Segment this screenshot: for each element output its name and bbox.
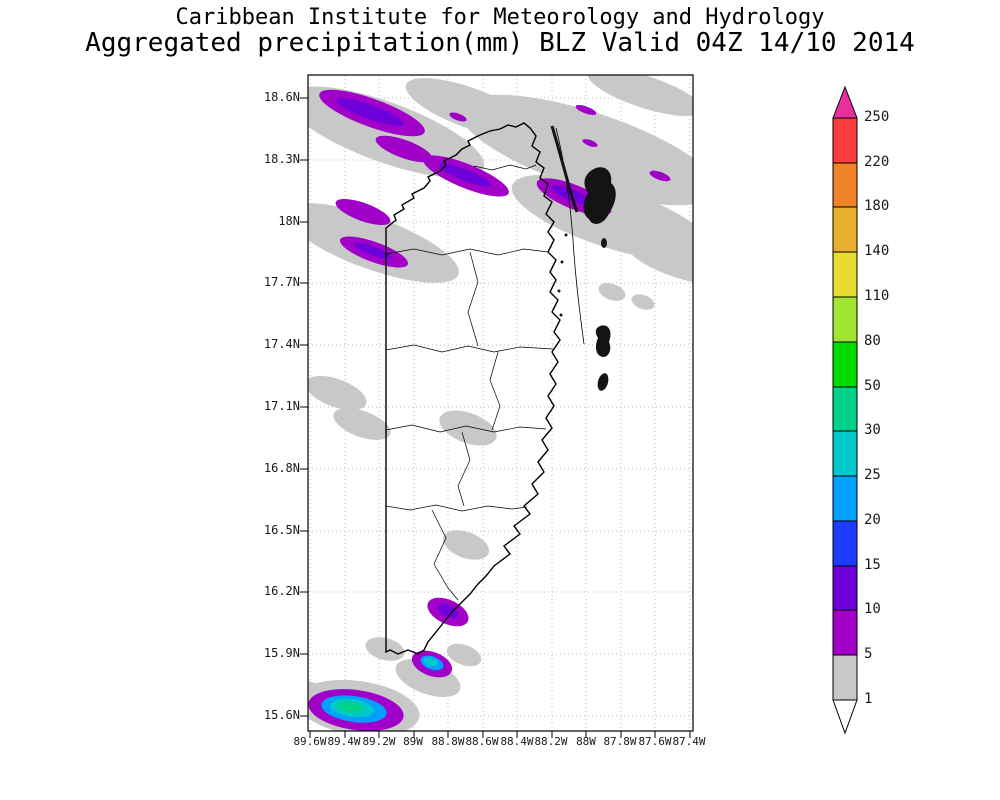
- precip-gray-bands: [308, 75, 693, 731]
- colorbar-label: 110: [864, 288, 890, 304]
- colorbar-segment: [832, 475, 858, 522]
- district-boundary: [489, 351, 501, 431]
- colorbar-segment: [832, 162, 858, 208]
- colorbar-label: 220: [864, 154, 890, 170]
- plot-frame: [307, 74, 694, 732]
- lon-tick-label: 89.6W: [293, 735, 327, 748]
- colorbar-label: 180: [864, 198, 890, 214]
- turneffe-atoll: [583, 167, 616, 224]
- lat-tick-label: 18.6N: [263, 90, 300, 104]
- district-boundary: [385, 344, 554, 353]
- institute-title: Caribbean Institute for Meteorology and …: [175, 5, 825, 30]
- small-caye: [557, 289, 561, 293]
- lon-tick-label: 87.8W: [603, 735, 637, 748]
- colorbar-label: 80: [864, 333, 881, 349]
- colorbar-label: 15: [864, 557, 881, 573]
- lon-tick-label: 87.4W: [672, 735, 706, 748]
- colorbar-label: 30: [864, 422, 881, 438]
- colorbar-segment: [832, 206, 858, 253]
- district-boundary: [385, 424, 547, 433]
- lon-tick-label: 88W: [576, 735, 596, 748]
- small-caye: [564, 233, 568, 237]
- colorbar-segment: [832, 430, 858, 477]
- lat-tick-label: 17.1N: [263, 399, 300, 413]
- small-caye: [560, 260, 564, 264]
- district-boundary: [467, 251, 479, 347]
- plot-title: Aggregated precipitation(mm) BLZ Valid 0…: [85, 28, 915, 58]
- small-caye: [559, 313, 563, 317]
- small-caye: [601, 238, 607, 248]
- belize-mainland-outline: [385, 122, 561, 655]
- lat-tick-label: 16.5N: [263, 523, 300, 537]
- district-boundary: [385, 248, 549, 256]
- lat-tick-label: 17.7N: [263, 275, 300, 289]
- colorbar-segment: [832, 117, 858, 164]
- colorbar-label: 5: [864, 646, 873, 662]
- colorbar-segment: [832, 386, 858, 432]
- lat-tick-label: 16.2N: [263, 584, 300, 598]
- colorbar-label: 25: [864, 467, 881, 483]
- precip-blue-cyan-cores: [321, 655, 444, 723]
- colorbar-segment: [832, 520, 858, 567]
- axis-tick-marks: [300, 97, 691, 738]
- colorbar: [832, 85, 858, 735]
- district-boundary: [457, 431, 471, 507]
- colorbar-segment: [832, 251, 858, 298]
- lon-tick-label: 89W: [403, 735, 423, 748]
- lat-tick-label: 15.6N: [263, 708, 300, 722]
- colorbar-label: 50: [864, 378, 881, 394]
- district-boundary: [385, 504, 528, 512]
- colorbar-segment: [832, 341, 858, 388]
- colorbar-segment: [832, 565, 858, 611]
- colorbar-segment: [832, 296, 858, 343]
- colorbar-label: 1: [864, 691, 873, 707]
- lon-tick-label: 89.4W: [327, 735, 361, 748]
- lon-tick-label: 88.2W: [534, 735, 568, 748]
- colorbar-segment: [832, 654, 858, 701]
- district-boundary: [473, 164, 537, 171]
- colorbar-label: 20: [864, 512, 881, 528]
- district-boundary: [431, 509, 459, 601]
- lon-tick-label: 88.8W: [431, 735, 465, 748]
- lon-tick-label: 87.6W: [638, 735, 672, 748]
- cayes-and-atolls: [550, 125, 616, 391]
- lon-tick-label: 88.4W: [500, 735, 534, 748]
- lat-tick-label: 18.3N: [263, 152, 300, 166]
- lat-tick-label: 15.9N: [263, 646, 300, 660]
- colorbar-bottom-arrow: [832, 699, 858, 735]
- lat-tick-label: 17.4N: [263, 337, 300, 351]
- colorbar-label: 140: [864, 243, 890, 259]
- ambergris-caye: [550, 125, 579, 213]
- lon-tick-label: 88.6W: [465, 735, 499, 748]
- lat-tick-label: 18N: [278, 214, 300, 228]
- colorbar-top-arrow: [832, 85, 858, 119]
- lat-tick-label: 16.8N: [263, 461, 300, 475]
- glovers-reef: [597, 373, 609, 391]
- colorbar-label: 250: [864, 109, 890, 125]
- lighthouse-reef: [595, 325, 611, 357]
- lon-tick-label: 89.2W: [362, 735, 396, 748]
- colorbar-label: 10: [864, 601, 881, 617]
- colorbar-segment: [832, 609, 858, 656]
